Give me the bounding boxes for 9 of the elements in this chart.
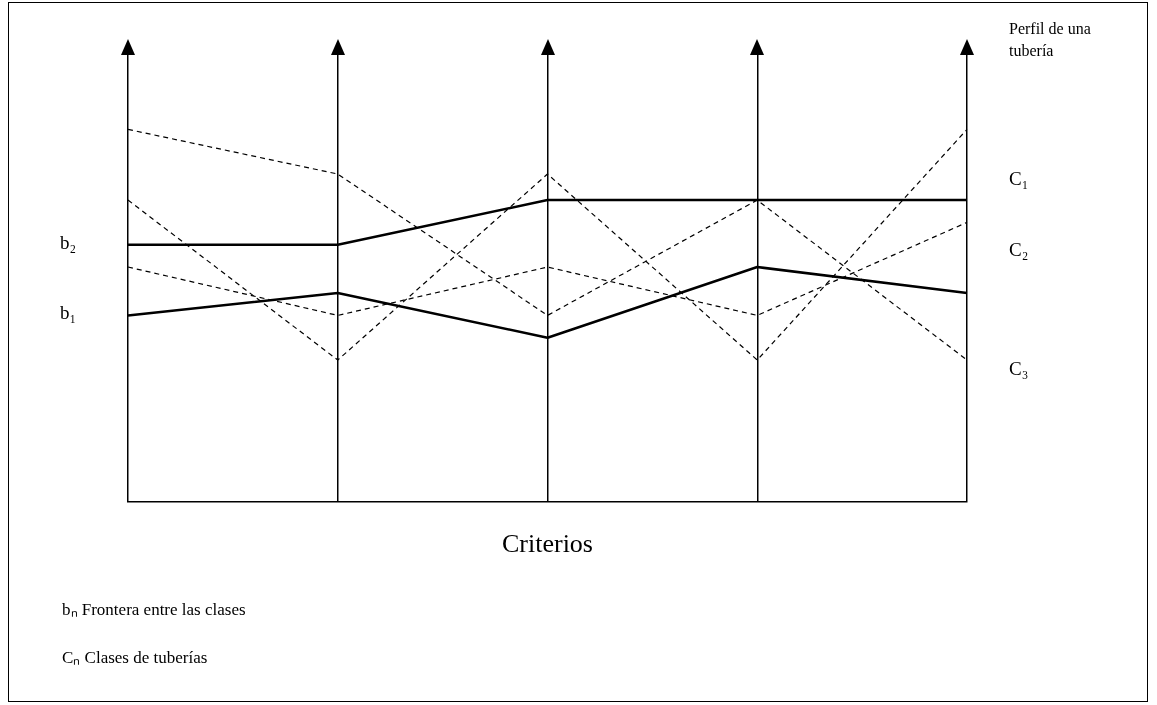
text: C₃ — [1009, 358, 1029, 380]
text: bₙ Frontera entre las clases — [62, 600, 246, 619]
x-axis-title: Criterios — [502, 529, 593, 559]
text: b₁ — [60, 302, 77, 324]
text: b₂ — [60, 231, 77, 253]
text: C₂ — [1009, 239, 1029, 261]
text: C₁ — [1009, 168, 1029, 190]
text: Cₙ Clases de tuberías — [62, 648, 208, 667]
text: Perfil de una tubería — [1009, 20, 1091, 59]
